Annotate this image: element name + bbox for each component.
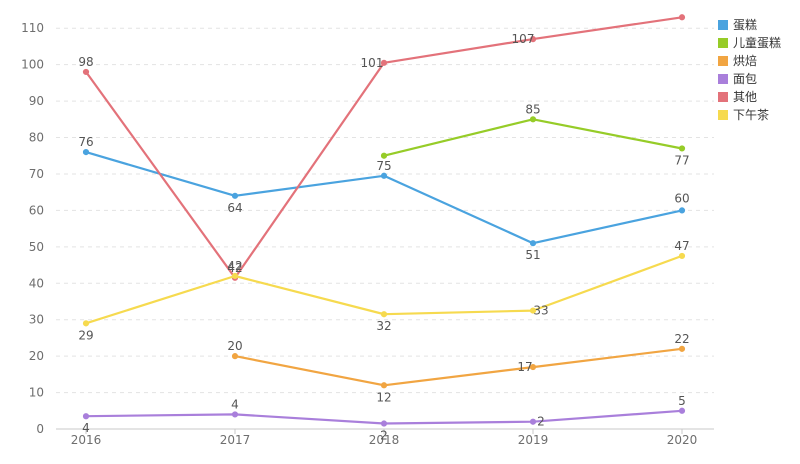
legend-label-0[interactable]: 蛋糕	[733, 18, 757, 32]
data-label-3-2017: 4	[231, 397, 239, 411]
data-point-3-2017[interactable]	[231, 411, 239, 418]
series-line-4	[84, 16, 684, 279]
legend-label-2[interactable]: 烘焙	[733, 53, 757, 68]
data-point-4-2019[interactable]	[529, 36, 537, 43]
legend-label-5[interactable]: 下午茶	[733, 107, 769, 122]
data-label-0-2016: 76	[78, 135, 93, 149]
data-label-2-2020: 22	[674, 332, 689, 346]
data-point-0-2020[interactable]	[678, 207, 686, 214]
data-label-4-2017: 42	[227, 261, 242, 275]
x-tick-label-2020: 2020	[667, 433, 698, 447]
legend-swatch-1[interactable]	[718, 38, 728, 48]
data-label-5-2019: 33	[533, 304, 548, 318]
data-label-4-2019: 107	[512, 32, 535, 46]
x-tick-label-2019: 2019	[518, 433, 549, 447]
data-point-3-2020[interactable]	[678, 407, 686, 414]
data-label-3-2019: 2	[537, 415, 545, 429]
data-label-3-2016: 4	[82, 421, 90, 435]
data-point-5-2020[interactable]	[678, 252, 686, 260]
data-label-5-2020: 47	[674, 239, 689, 253]
data-label-3-2020: 5	[678, 394, 686, 408]
x-tick-label-2018: 2018	[369, 433, 400, 447]
legend-label-1[interactable]: 儿童蛋糕	[733, 35, 781, 50]
data-point-3-2018[interactable]	[380, 420, 388, 427]
data-point-2-2017[interactable]	[231, 353, 239, 360]
data-point-5-2017[interactable]	[231, 272, 239, 280]
data-label-1-2019: 85	[525, 102, 540, 116]
y-tick-label-90: 90	[29, 94, 44, 108]
data-point-0-2019[interactable]	[529, 240, 537, 247]
data-point-5-2019[interactable]	[529, 307, 537, 314]
data-label-0-2019: 51	[525, 248, 540, 262]
data-point-3-2019[interactable]	[529, 418, 537, 425]
data-label-2-2018: 12	[376, 390, 391, 404]
data-point-1-2020[interactable]	[678, 145, 686, 152]
data-point-0-2017[interactable]	[231, 192, 239, 199]
data-label-0-2020: 60	[674, 191, 689, 205]
data-point-1-2019[interactable]	[529, 116, 537, 123]
data-label-4-2016: 98	[78, 55, 93, 69]
series-line-2	[233, 347, 684, 387]
data-label-3-2018: 2	[380, 429, 388, 443]
data-point-3-2016[interactable]	[82, 413, 90, 420]
y-tick-label-30: 30	[29, 313, 44, 327]
y-tick-label-110: 110	[21, 21, 44, 35]
data-point-2-2018[interactable]	[380, 382, 388, 389]
series-line-1	[382, 118, 684, 157]
data-point-5-2016[interactable]	[82, 320, 90, 327]
data-label-5-2017: 42	[227, 259, 242, 273]
y-tick-label-100: 100	[21, 58, 44, 72]
data-label-0-2018: 75	[376, 159, 391, 173]
y-tick-label-70: 70	[29, 167, 44, 181]
y-tick-label-20: 20	[29, 349, 44, 363]
y-tick-label-40: 40	[29, 276, 44, 290]
y-tick-label-50: 50	[29, 240, 44, 254]
data-label-5-2018: 32	[376, 319, 391, 333]
data-label-2-2017: 20	[227, 339, 242, 353]
data-point-0-2018[interactable]	[380, 172, 388, 179]
data-label-4-2018: 101	[361, 56, 384, 70]
data-label-2-2019: 17	[517, 360, 532, 374]
y-tick-label-10: 10	[29, 386, 44, 400]
legend-swatch-4[interactable]	[718, 92, 728, 102]
legend-label-3[interactable]: 面包	[733, 72, 757, 86]
x-tick-label-2017: 2017	[220, 433, 251, 447]
data-point-2-2019[interactable]	[529, 363, 537, 371]
data-label-0-2017: 64	[227, 201, 242, 215]
data-point-0-2016[interactable]	[82, 148, 90, 156]
y-tick-label-60: 60	[29, 203, 44, 217]
x-tick-label-2016: 2016	[71, 433, 102, 447]
legend-swatch-2[interactable]	[718, 56, 728, 66]
data-point-4-2020[interactable]	[678, 14, 686, 21]
data-point-4-2016[interactable]	[82, 68, 90, 76]
legend-label-4[interactable]: 其他	[733, 90, 757, 104]
legend-swatch-3[interactable]	[718, 74, 728, 84]
legend-swatch-0[interactable]	[718, 20, 728, 30]
data-point-4-2018[interactable]	[380, 59, 388, 66]
legend-swatch-5[interactable]	[718, 110, 728, 120]
data-label-1-2020: 77	[674, 153, 689, 167]
data-point-1-2018[interactable]	[380, 152, 388, 159]
y-tick-label-80: 80	[29, 131, 44, 145]
data-point-5-2018[interactable]	[380, 311, 388, 318]
data-label-5-2016: 29	[78, 328, 93, 342]
data-point-2-2020[interactable]	[678, 345, 686, 352]
y-tick-label-0: 0	[36, 422, 44, 436]
